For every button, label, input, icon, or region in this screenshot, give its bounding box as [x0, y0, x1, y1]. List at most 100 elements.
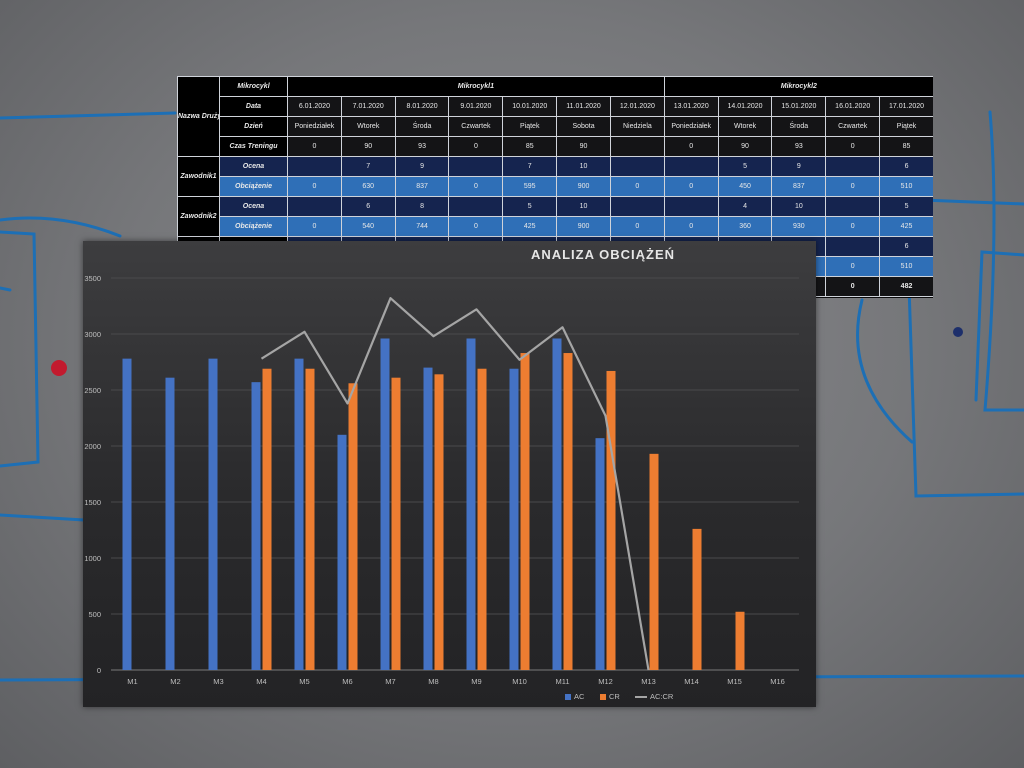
value-cell: 930	[771, 216, 827, 237]
player-name: Zawodnik2	[177, 196, 220, 237]
bar-cr	[262, 368, 272, 670]
bar-ac	[122, 358, 132, 670]
value-cell: 482	[879, 276, 933, 297]
legend-swatch	[600, 694, 606, 700]
y-tick-label: 2000	[84, 442, 101, 451]
x-tick-label: M15	[727, 677, 742, 686]
date-cell: 12.01.2020	[609, 96, 665, 117]
value-cell	[448, 196, 504, 217]
metric-label: Obciążenie	[219, 176, 288, 197]
bar-ac	[294, 358, 304, 670]
value-cell: 0	[825, 216, 881, 237]
field-curve-left	[0, 216, 122, 238]
time-cell: 93	[771, 136, 827, 157]
value-cell: 450	[717, 176, 773, 197]
bar-cr	[348, 383, 358, 670]
date-cell: 16.01.2020	[825, 96, 881, 117]
line-series-ac-cr	[260, 297, 650, 671]
chart-canvas: ANALIZA OBCIĄŻEŃ 0 500 1000 1500 2000 2500 3000…	[84, 247, 799, 701]
x-tick-label: M6	[342, 677, 352, 686]
date-cell: 8.01.2020	[394, 96, 450, 117]
bar-cr	[391, 377, 401, 670]
bar-ac	[208, 358, 218, 670]
value-cell: 0	[825, 276, 881, 297]
y-tick-label: 1000	[84, 554, 101, 563]
value-cell: 540	[340, 216, 396, 237]
x-tick-label: M9	[471, 677, 481, 686]
time-cell: 90	[717, 136, 773, 157]
bar-cr	[735, 611, 745, 670]
date-cell: 10.01.2020	[502, 96, 558, 117]
day-cell: Środa	[771, 116, 827, 137]
pitch-line-left-mid	[0, 513, 86, 522]
value-cell: 5	[879, 196, 933, 217]
value-cell: 0	[448, 216, 504, 237]
value-cell: 0	[663, 216, 719, 237]
value-cell: 837	[771, 176, 827, 197]
value-cell	[609, 156, 665, 177]
value-cell: 900	[556, 216, 611, 237]
value-cell	[287, 156, 342, 177]
date-cell: 6.01.2020	[287, 96, 342, 117]
day-cell: Czwartek	[448, 116, 504, 137]
y-tick-label: 2500	[84, 386, 101, 395]
value-cell: 8	[394, 196, 450, 217]
table-row: Obciążenie 0 540 744 0 425 900 0 0 360 930 0 425	[178, 216, 933, 237]
bar-ac	[552, 338, 562, 670]
metric-label: Obciążenie	[219, 216, 288, 237]
value-cell	[663, 156, 719, 177]
bar-cr	[520, 353, 530, 670]
date-cell: 14.01.2020	[717, 96, 773, 117]
time-cell: 0	[663, 136, 719, 157]
x-tick-label: M5	[299, 677, 309, 686]
value-cell	[825, 156, 881, 177]
bar-ac	[466, 338, 476, 670]
value-cell	[825, 196, 881, 217]
value-cell	[287, 196, 342, 217]
value-cell: 6	[879, 156, 933, 177]
legend-label: CR	[609, 692, 620, 701]
bar-cr	[563, 353, 573, 670]
field-line-right-upper	[920, 198, 1024, 206]
row-header-mikrocykl: Mikrocykl	[219, 76, 288, 97]
day-cell: Wtorek	[717, 116, 773, 137]
goal-area-left	[0, 286, 12, 292]
y-tick-label: 0	[97, 666, 101, 675]
x-tick-label: M1	[127, 677, 137, 686]
date-cell: 11.01.2020	[556, 96, 611, 117]
value-cell: 0	[287, 216, 342, 237]
x-tick-label: M2	[170, 677, 180, 686]
bar-ac	[595, 438, 605, 670]
day-cell: Środa	[394, 116, 450, 137]
value-cell: 5	[502, 196, 558, 217]
ball-marker	[51, 360, 67, 376]
x-tick-label: M11	[555, 677, 569, 686]
chart-title: ANALIZA OBCIĄŻEŃ	[531, 247, 675, 262]
bar-ac	[337, 434, 347, 670]
metric-label: Ocena	[219, 196, 288, 217]
microcycle-header: Mikrocykl1	[287, 76, 665, 97]
metric-label: Ocena	[219, 156, 288, 177]
date-cell: 7.01.2020	[340, 96, 396, 117]
time-cell	[609, 136, 665, 157]
x-tick-label: M16	[770, 677, 785, 686]
value-cell: 10	[556, 156, 611, 177]
value-cell: 4	[717, 196, 773, 217]
time-cell: 90	[340, 136, 396, 157]
goal-area-right	[974, 250, 1024, 402]
y-tick-label: 3500	[84, 274, 101, 283]
player-name: Zawodnik1	[177, 156, 220, 197]
value-cell: 9	[394, 156, 450, 177]
time-cell: 0	[448, 136, 504, 157]
date-cell: 15.01.2020	[771, 96, 827, 117]
legend-label: AC:CR	[650, 692, 674, 701]
x-tick-label: M14	[684, 677, 699, 686]
bar-cr	[434, 374, 444, 670]
value-cell: 425	[502, 216, 558, 237]
value-cell: 7	[502, 156, 558, 177]
load-analysis-chart: ANALIZA OBCIĄŻEŃ 0 500 1000 1500 2000 2500 3000…	[83, 241, 816, 707]
value-cell: 0	[609, 216, 665, 237]
time-cell: 0	[825, 136, 881, 157]
pitch-line-top-left	[0, 111, 177, 120]
x-tick-label: M8	[428, 677, 438, 686]
